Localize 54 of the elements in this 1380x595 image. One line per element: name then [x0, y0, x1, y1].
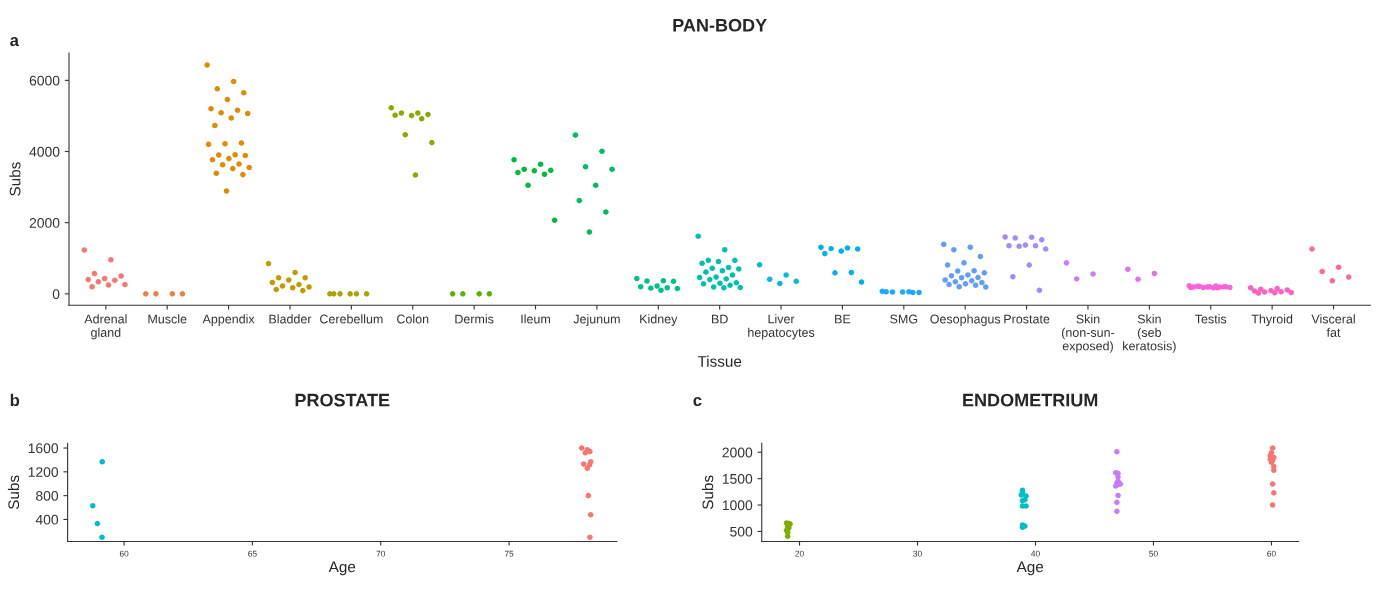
x-tick-label: Appendix: [202, 314, 255, 326]
x-tick-label: 70: [376, 550, 386, 557]
chart-title: PAN-BODY: [673, 18, 767, 32]
x-tick-label: 65: [248, 550, 257, 557]
x-tick-label: Skin (non-sun- exposed): [1062, 314, 1115, 353]
x-tick-label: BE: [835, 314, 851, 324]
y-tick-label: 6000: [29, 75, 60, 86]
x-tick-label: 30: [913, 550, 922, 557]
x-tick-label: Testis: [1195, 314, 1227, 324]
x-tick-label: Visceral fat: [1311, 314, 1355, 337]
y-tick-label: 400: [35, 514, 59, 525]
x-tick-label: Dermis: [455, 314, 494, 324]
text: b: [10, 393, 20, 407]
x-tick-label: Cerebellum: [320, 314, 383, 324]
text: c: [693, 396, 702, 407]
text: a: [10, 36, 20, 47]
x-tick-label: Skin (seb keratosis): [1123, 314, 1176, 353]
x-tick-label: 60: [119, 550, 129, 557]
x-tick-label: SMG: [890, 314, 918, 324]
x-tick-label: Adrenal gland: [84, 314, 127, 340]
y-tick-label: 2000: [29, 218, 60, 228]
x-tick-label: Bladder: [269, 314, 312, 324]
x-tick-label: Jejunum: [573, 314, 620, 326]
y-axis-title: Subs: [702, 475, 714, 510]
x-tick-label: 50: [1149, 550, 1158, 557]
x-tick-label: Muscle: [148, 314, 187, 324]
y-tick-label: 1000: [722, 500, 753, 511]
x-tick-label: 75: [504, 550, 514, 557]
y-tick-label: 1200: [28, 467, 59, 477]
x-tick-label: Ileum: [521, 314, 550, 324]
x-axis-title: Age: [1016, 561, 1044, 576]
x-axis-title: Tissue: [697, 355, 742, 367]
x-tick-label: Oesophagus: [930, 314, 1001, 326]
y-axis-title: Subs: [9, 162, 21, 196]
x-tick-label: Thyroid: [1251, 314, 1293, 326]
y-tick-label: 2000: [722, 447, 753, 458]
x-tick-label: Kidney: [640, 314, 678, 326]
chart-title: PROSTATE: [295, 393, 390, 407]
y-tick-label: 1600: [28, 443, 59, 454]
x-axis-title: Age: [328, 561, 356, 576]
x-tick-label: 20: [795, 550, 804, 557]
chart-title: ENDOMETRIUM: [963, 393, 1098, 407]
x-tick-label: Colon: [397, 314, 429, 324]
y-tick-label: 1500: [722, 473, 753, 484]
x-tick-label: BD: [712, 314, 728, 324]
x-tick-label: 40: [1031, 550, 1040, 557]
x-tick-label: 60: [1267, 550, 1276, 557]
y-tick-label: 4000: [29, 146, 60, 157]
y-tick-label: 500: [730, 526, 753, 537]
y-tick-label: 800: [36, 490, 59, 501]
x-tick-label: Liver hepatocytes: [748, 314, 815, 340]
y-axis-title: Subs: [7, 475, 20, 510]
x-tick-label: Prostate: [1004, 314, 1050, 324]
y-tick-label: 0: [52, 289, 60, 300]
